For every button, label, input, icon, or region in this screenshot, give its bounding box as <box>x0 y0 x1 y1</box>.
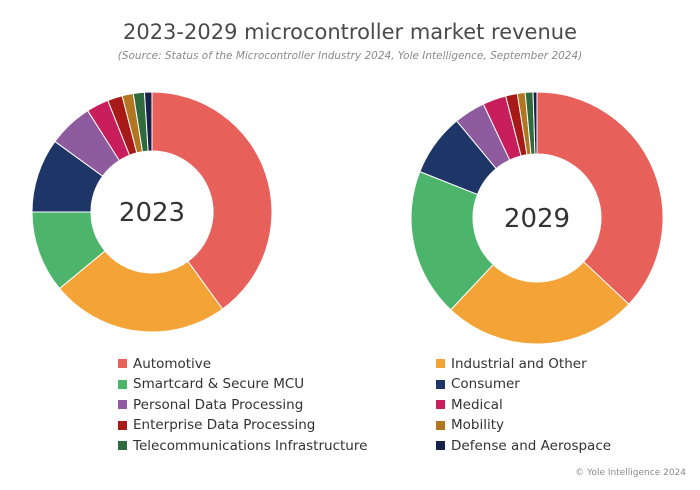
chart-subtitle: (Source: Status of the Microcontroller I… <box>117 50 583 62</box>
legend-swatch <box>436 420 445 430</box>
legend-label: Medical <box>451 396 503 413</box>
legend-item-telecom: Telecommunications Infrastructure <box>118 436 436 456</box>
legend-swatch <box>118 359 127 369</box>
slice-automotive <box>536 91 664 305</box>
legend-swatch <box>436 379 445 389</box>
legend-item-industrial: Industrial and Other <box>436 354 658 374</box>
legend: Automotive Industrial and Other Smartcar… <box>118 354 658 456</box>
slice-automotive <box>151 91 273 310</box>
legend-item-consumer: Consumer <box>436 375 658 395</box>
legend-label: Smartcard & Secure MCU <box>133 376 305 393</box>
slice-industrial-and-other <box>58 250 224 333</box>
slice-defense-and-aerospace <box>143 91 153 152</box>
legend-label: Mobility <box>451 417 505 434</box>
copyright-note: © Yole Intelligence 2024 <box>575 468 686 478</box>
slice-defense-and-aerospace <box>532 91 538 155</box>
legend-label: Defense and Aerospace <box>451 437 612 454</box>
legend-swatch <box>436 441 445 451</box>
legend-label: Automotive <box>133 355 212 372</box>
donut-center-label: 2029 <box>504 204 570 234</box>
chart-title: 2023-2029 microcontroller market revenue <box>122 20 578 44</box>
legend-swatch <box>436 359 445 369</box>
legend-label: Enterprise Data Processing <box>133 417 316 434</box>
donut-chart-2029: 2029 <box>410 91 664 345</box>
legend-label: Personal Data Processing <box>133 396 304 413</box>
legend-item-defense: Defense and Aerospace <box>436 436 658 456</box>
legend-item-automotive: Automotive <box>118 354 436 374</box>
legend-label: Telecommunications Infrastructure <box>133 437 368 454</box>
slice-smartcard-secure-mcu <box>410 170 494 311</box>
legend-swatch <box>118 441 127 451</box>
legend-swatch <box>118 379 127 389</box>
legend-label: Industrial and Other <box>451 355 587 372</box>
legend-swatch <box>436 400 445 410</box>
legend-item-medical: Medical <box>436 395 658 415</box>
legend-item-personal-data: Personal Data Processing <box>118 395 436 415</box>
legend-swatch <box>118 400 127 410</box>
legend-swatch <box>118 420 127 430</box>
donut-chart-2023: 2023 <box>31 91 273 333</box>
legend-item-enterprise-data: Enterprise Data Processing <box>118 416 436 436</box>
legend-item-smartcard: Smartcard & Secure MCU <box>118 375 436 395</box>
donut-charts: 2023 2029 <box>31 91 664 345</box>
legend-label: Consumer <box>451 376 520 393</box>
donut-center-label: 2023 <box>119 198 185 228</box>
slice-industrial-and-other <box>450 261 630 345</box>
legend-item-mobility: Mobility <box>436 416 658 436</box>
